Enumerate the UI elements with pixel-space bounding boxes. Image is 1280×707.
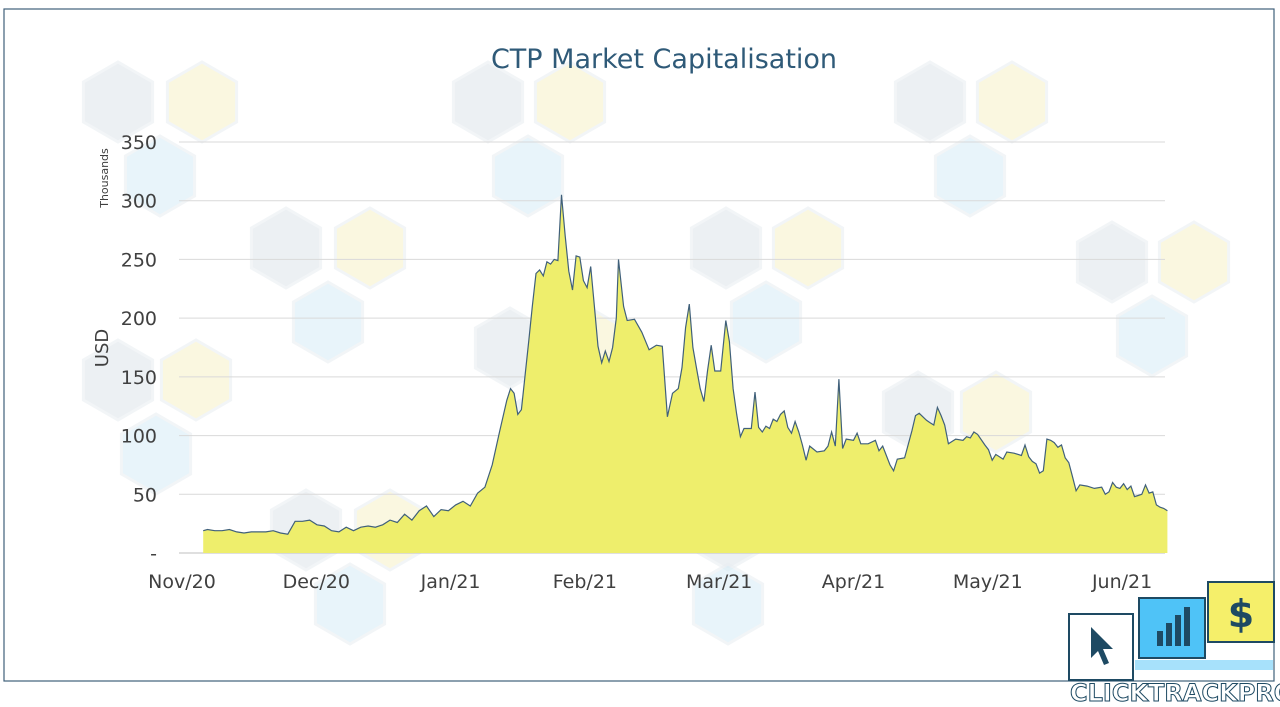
area-fill [203,194,1168,554]
watermark-hexagon [119,412,193,496]
watermark-hexagon [123,134,197,218]
watermark-hexagon [1075,220,1149,304]
dollar-icon: $ [1228,592,1254,636]
cursor-icon [1091,627,1113,665]
x-tick-label: Feb/21 [553,571,617,593]
y-tick-label: 50 [133,484,157,506]
y-axis-ticks: - 50 100 150 200 250 300 350 [121,132,157,565]
watermark-hexagon [533,60,607,144]
watermark-hexagon [491,134,565,218]
logo-wordmark: CLICKTRACKPROFIT [1070,679,1280,707]
clicktrackprofit-logo: $ CLICKTRACKPROFIT [1068,581,1280,707]
x-tick-label: Nov/20 [148,571,216,593]
watermark-hexagon [313,562,387,646]
watermark-hexagon [291,280,365,364]
x-tick-label: Jun/21 [1091,571,1152,593]
x-tick-label: Mar/21 [686,571,752,593]
watermark-hexagon [159,338,233,422]
x-tick-label: Dec/20 [283,571,350,593]
logo-stripe [1135,660,1273,670]
watermark-hexagon [451,60,525,144]
watermark-hexagon [691,562,765,646]
y-tick-label: 200 [121,308,157,330]
series-line [203,194,1168,535]
y-tick-label: 350 [121,132,157,154]
y-tick-label: - [150,543,157,565]
x-tick-label: Jan/21 [420,571,481,593]
y-tick-label: 100 [121,426,157,448]
y-axis-label: USD [92,329,113,367]
watermark-hexagon [689,206,763,290]
watermark-hexagon [893,60,967,144]
watermark-hexagon [729,280,803,364]
watermark-hexagon [81,60,155,144]
x-axis-ticks: Nov/20 Dec/20 Jan/21 Feb/21 Mar/21 Apr/21 May/… [148,571,1152,593]
watermark-hexagon [249,206,323,290]
y-axis-unit-label: Thousands [98,148,111,209]
watermark-hexagon [81,338,155,422]
y-tick-label: 300 [121,191,157,213]
bar-chart-icon [1157,607,1190,646]
watermark-hexagon [165,60,239,144]
logo-dollar-box [1207,581,1275,643]
y-tick-label: 250 [121,249,157,271]
watermark-hexagon [771,206,845,290]
watermark-hexagon [1115,294,1189,378]
watermark-hexagon [975,60,1049,144]
y-tick-label: 150 [121,367,157,389]
watermark-hexagon [959,370,1033,454]
watermark-hexagon [333,206,407,290]
slide-border [3,8,1275,682]
x-tick-label: May/21 [953,571,1023,593]
watermark-hexagon [933,134,1007,218]
x-tick-label: Apr/21 [822,571,885,593]
chart-title: CTP Market Capitalisation [491,44,837,75]
series-layer [203,194,1168,554]
watermark-hexagon [1157,220,1231,304]
